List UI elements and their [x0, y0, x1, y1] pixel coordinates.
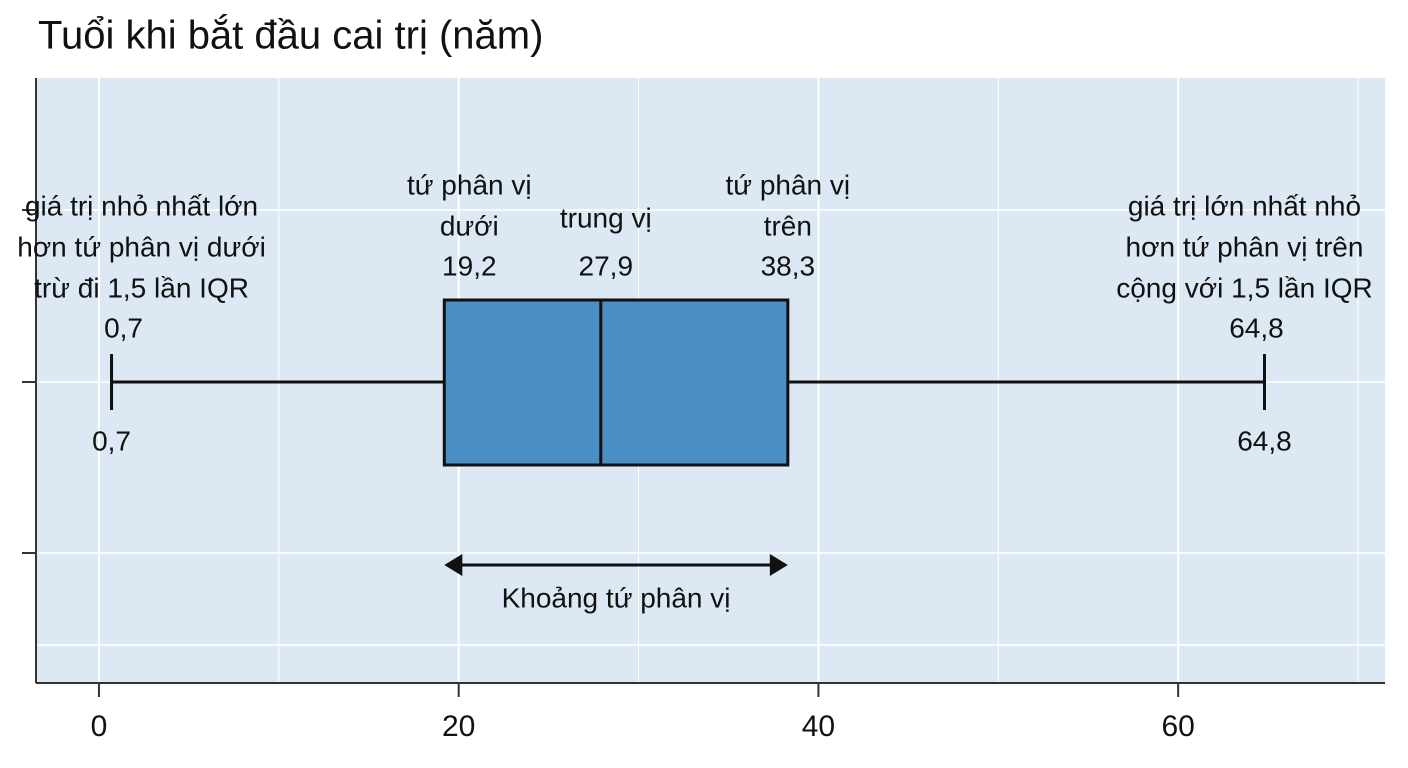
arrow-head: [444, 554, 463, 576]
value-label: 64,8: [1229, 312, 1284, 343]
value-label: 38,3: [761, 250, 816, 281]
value-label: 0,7: [92, 425, 131, 456]
annotation: hơn tứ phân vị trên: [1126, 231, 1364, 262]
iqr-label: Khoảng tứ phân vị: [502, 582, 731, 613]
annotation: trừ đi 1,5 lần IQR: [34, 272, 249, 303]
value-label: 0,7: [104, 312, 143, 343]
annotation: trên: [764, 210, 812, 241]
chart-title: Tuổi khi bắt đầu cai trị (năm): [38, 13, 543, 58]
annotation: hơn tứ phân vị dưới: [17, 231, 266, 262]
annotation: tứ phân vị: [407, 169, 532, 200]
annotation: trung vị: [560, 202, 652, 233]
x-tick-label: 40: [802, 710, 835, 743]
value-label: 19,2: [442, 250, 497, 281]
value-label: 64,8: [1237, 425, 1292, 456]
annotation: dưới: [440, 210, 499, 241]
annotation: giá trị lớn nhất nhỏ: [1128, 190, 1361, 221]
x-tick-label: 0: [91, 710, 108, 743]
value-label: 27,9: [579, 250, 634, 281]
x-tick-label: 20: [442, 710, 475, 743]
x-tick-label: 60: [1161, 710, 1194, 743]
box: [442, 298, 790, 467]
arrow-head: [769, 554, 788, 576]
annotation: tứ phân vị: [726, 169, 851, 200]
annotation: giá trị nhỏ nhất lớn: [25, 190, 258, 221]
annotation: cộng với 1,5 lần IQR: [1116, 272, 1372, 303]
